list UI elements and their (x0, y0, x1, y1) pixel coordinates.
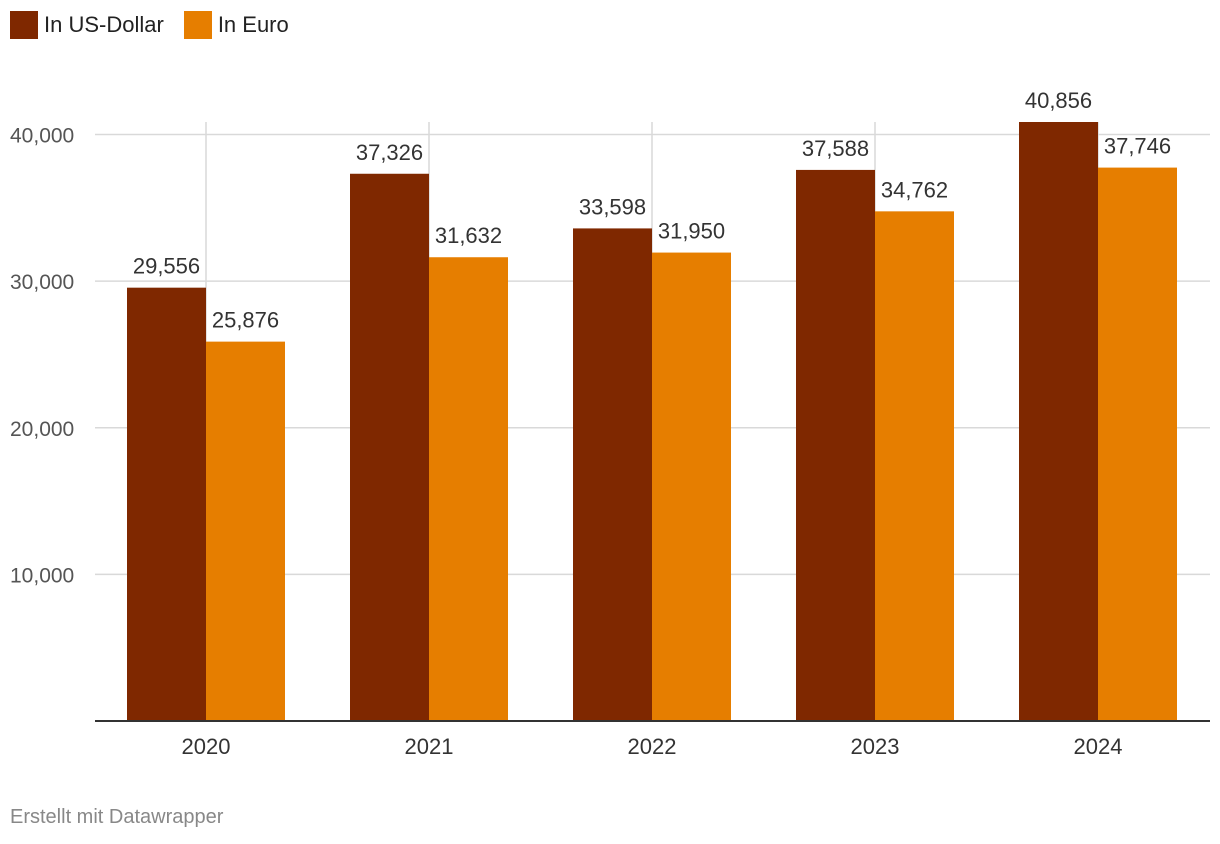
bar-value-label: 37,326 (356, 140, 423, 165)
y-tick-label: 30,000 (10, 271, 74, 294)
bar-value-label: 33,598 (579, 194, 646, 219)
bar-value-label: 37,746 (1104, 134, 1171, 159)
bar-usd-2023 (796, 169, 875, 721)
bar-eur-2020 (206, 341, 285, 721)
legend-item-usd: In US-Dollar (10, 11, 164, 39)
legend-item-eur: In Euro (183, 11, 289, 39)
bar-usd-2022 (573, 228, 652, 721)
x-tick-label: 2021 (405, 734, 454, 759)
bar-value-label: 25,876 (212, 308, 279, 333)
legend-swatch-usd (10, 11, 38, 39)
x-tick-label: 2020 (182, 734, 231, 759)
footer-credit: Erstellt mit Datawrapper (10, 806, 224, 828)
bar-eur-2021 (429, 257, 508, 721)
x-tick-label: 2024 (1074, 734, 1123, 759)
bar-value-label: 29,556 (133, 254, 200, 279)
x-tick-label: 2022 (628, 734, 677, 759)
y-tick-label: 40,000 (10, 125, 74, 148)
legend-label-usd: In US-Dollar (44, 12, 164, 37)
bar-eur-2024 (1098, 167, 1177, 721)
bar-value-label: 31,632 (435, 223, 502, 248)
legend-swatch-eur (183, 11, 212, 39)
y-tick-label: 10,000 (10, 564, 74, 587)
bar-value-label: 34,762 (881, 177, 948, 202)
x-tick-label: 2023 (851, 734, 900, 759)
legend-label-eur: In Euro (217, 12, 289, 37)
y-tick-label: 20,000 (10, 418, 74, 441)
bar-value-label: 40,856 (1025, 88, 1092, 113)
bar-usd-2024 (1019, 122, 1098, 721)
bar-value-label: 37,588 (802, 136, 869, 161)
bar-eur-2023 (875, 211, 954, 722)
bar-value-label: 31,950 (658, 219, 725, 244)
bar-usd-2020 (127, 287, 206, 721)
bar-usd-2021 (350, 173, 429, 721)
bar-eur-2022 (652, 252, 731, 721)
chart-legend: In US-Dollar In Euro (10, 11, 309, 39)
